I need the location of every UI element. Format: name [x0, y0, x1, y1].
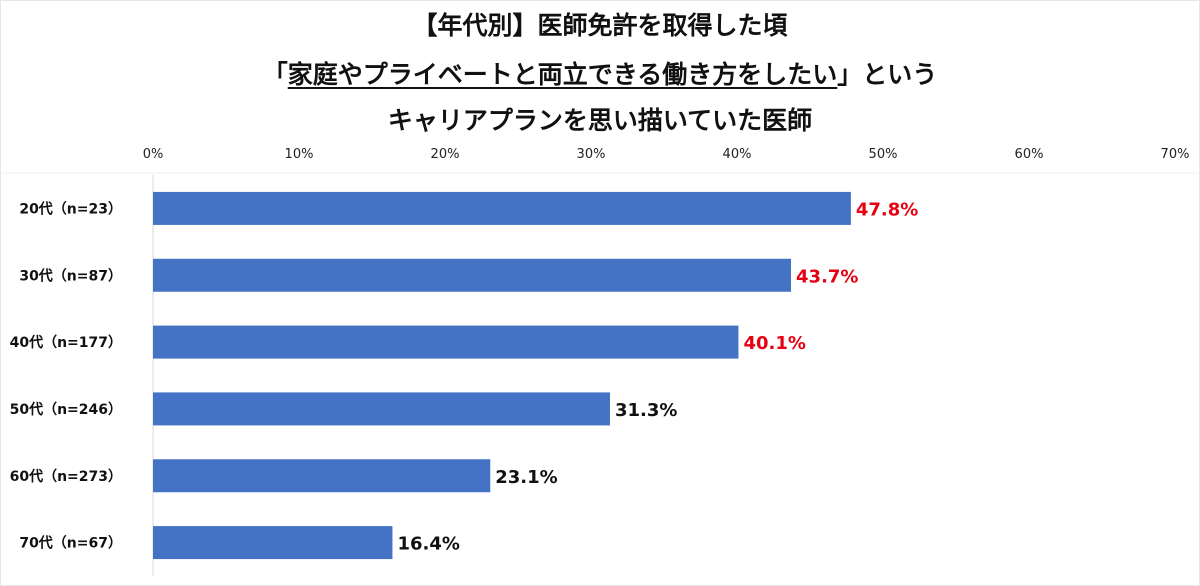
x-tick-label: 70%	[1161, 147, 1190, 162]
category-label: 70代（n=67）	[19, 535, 122, 552]
title-underlined: 家庭やプライベートと両立できる働き方をしたい	[287, 60, 838, 89]
category-label: 60代（n=273）	[10, 468, 122, 485]
category-label: 20代（n=23）	[19, 200, 122, 217]
bar	[153, 258, 792, 292]
chart-title-line1: 【年代別】医師免許を取得した頃	[412, 11, 788, 40]
x-tick-label: 30%	[577, 147, 606, 162]
bar	[153, 325, 739, 359]
bar	[153, 459, 491, 493]
title-bracket-open: 「	[262, 60, 288, 89]
data-label: 47.8%	[856, 199, 918, 220]
category-label: 40代（n=177）	[10, 334, 122, 351]
category-label: 50代（n=246）	[10, 401, 122, 418]
bar	[153, 392, 610, 426]
data-label: 16.4%	[397, 534, 459, 555]
bar	[153, 526, 393, 560]
data-label: 43.7%	[796, 266, 858, 287]
chart-title-line2: 「家庭やプライベートと両立できる働き方をしたい」という	[0, 55, 1200, 91]
x-tick-label: 60%	[1015, 147, 1044, 162]
data-label: 40.1%	[743, 333, 805, 354]
data-label: 23.1%	[495, 467, 557, 488]
chart-title-line3: キャリアプランを思い描いていた医師	[387, 106, 813, 135]
x-tick-label: 10%	[285, 147, 314, 162]
bar	[153, 191, 851, 225]
title-suffix: 」という	[837, 60, 938, 89]
x-tick-label: 50%	[869, 147, 898, 162]
x-tick-label: 0%	[143, 147, 164, 162]
category-label: 30代（n=87）	[19, 267, 122, 284]
x-tick-label: 20%	[431, 147, 460, 162]
x-tick-label: 40%	[723, 147, 752, 162]
data-label: 31.3%	[615, 400, 677, 421]
